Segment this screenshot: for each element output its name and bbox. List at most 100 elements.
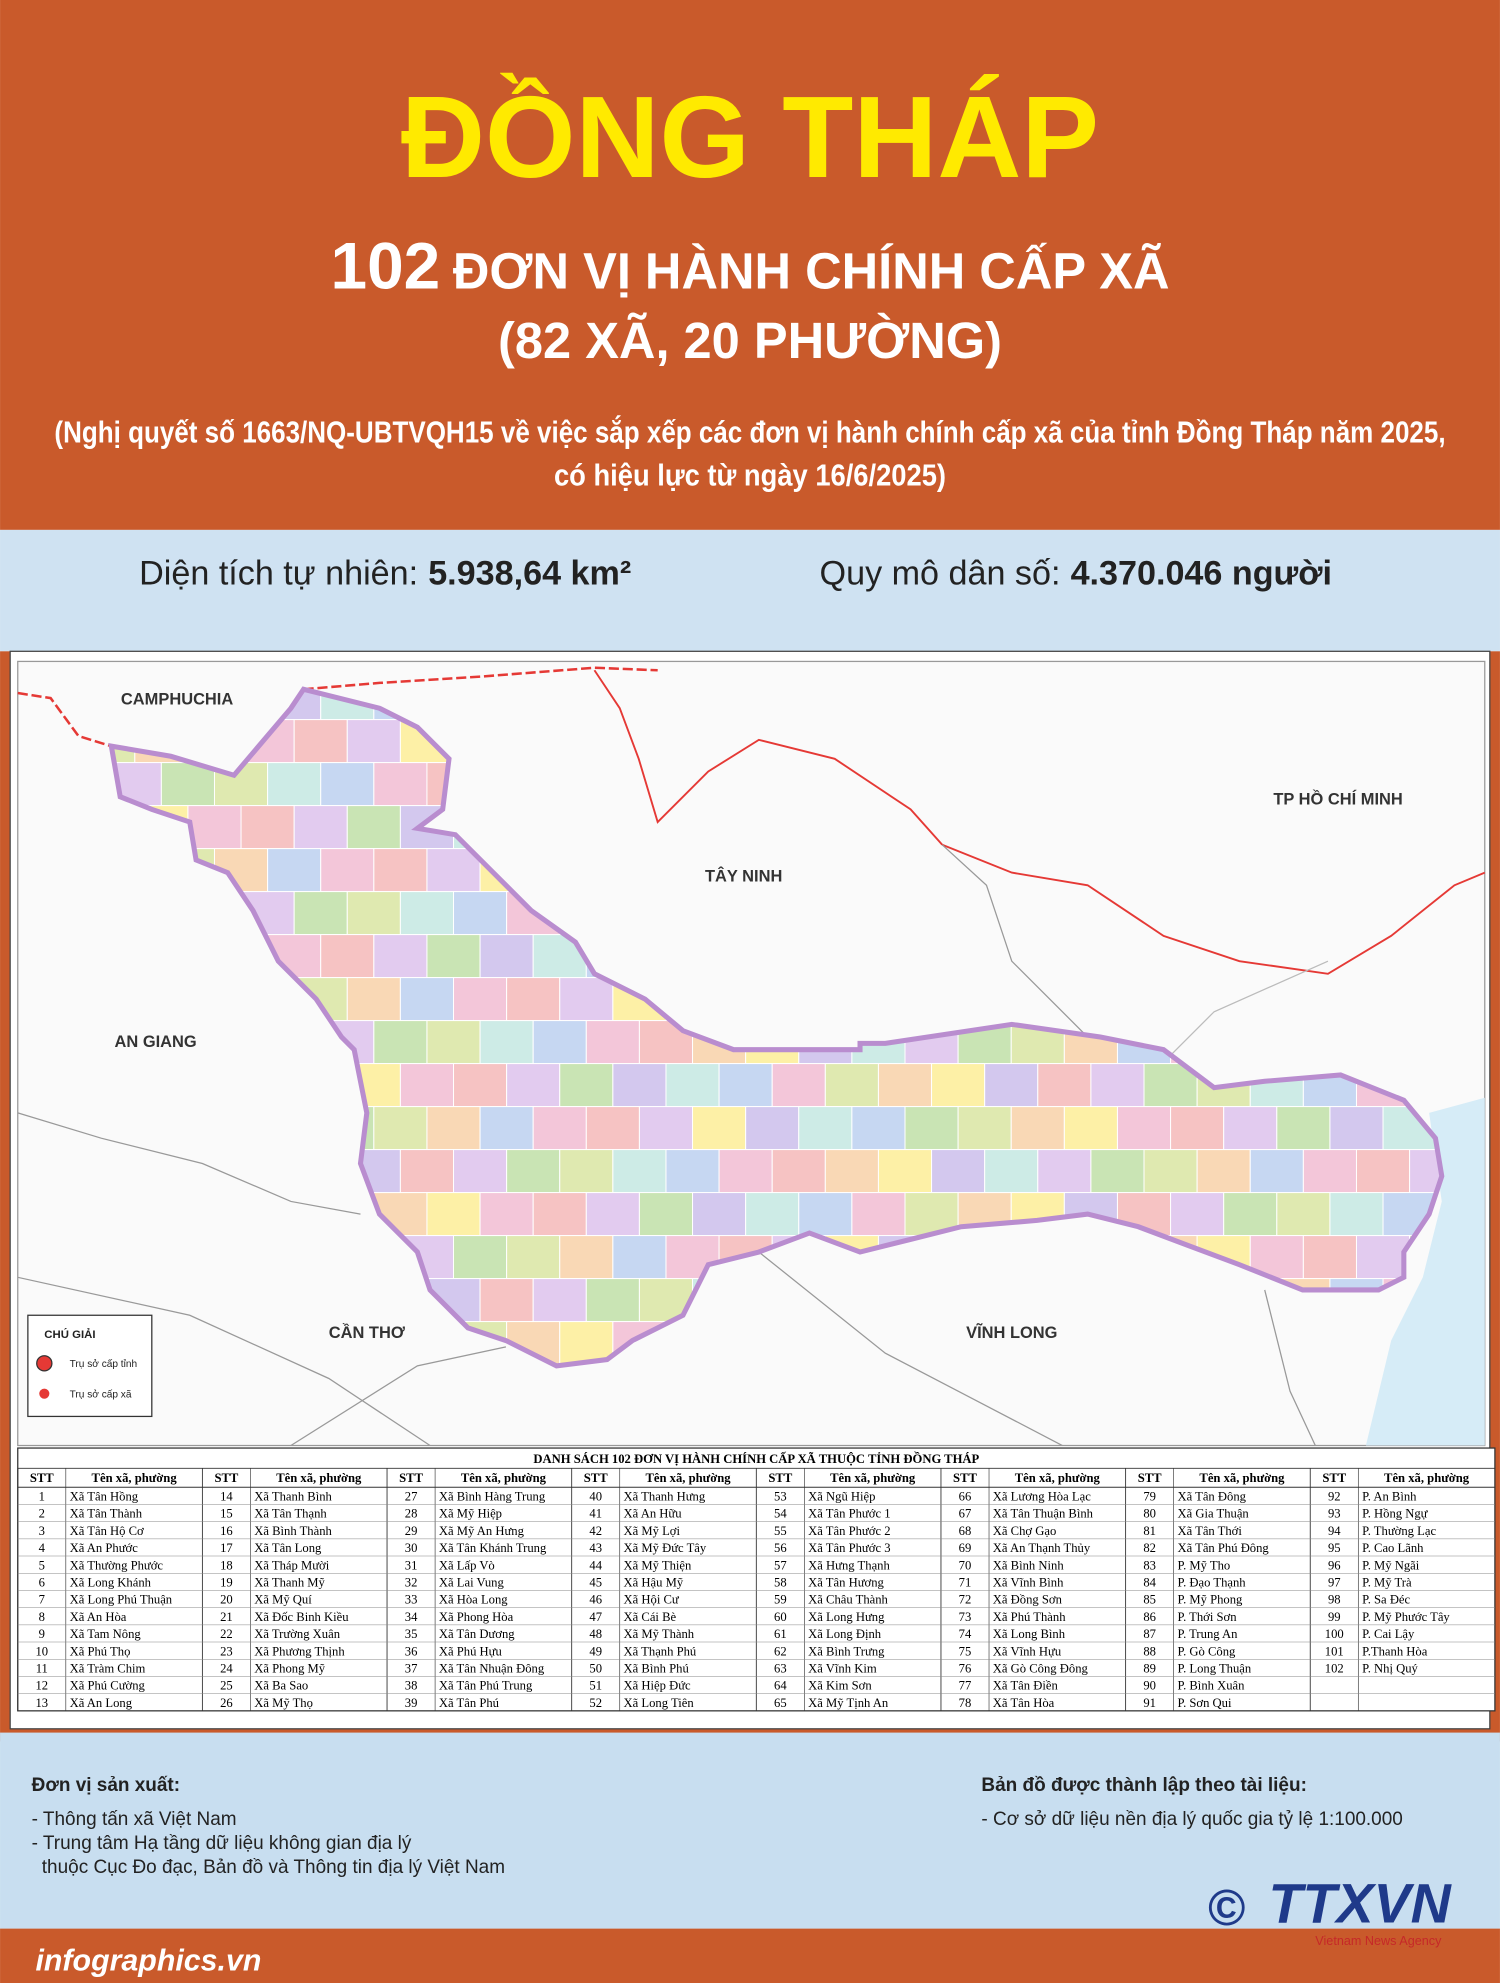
border bbox=[17, 1112, 361, 1215]
table-stt: 11 bbox=[36, 1662, 48, 1676]
commune-area bbox=[638, 1192, 694, 1237]
commune-area bbox=[745, 1192, 800, 1237]
table-stt: 86 bbox=[1143, 1610, 1156, 1624]
area-value: 5.938,64 km² bbox=[428, 554, 631, 592]
table-name: Xã An Thạnh Thủy bbox=[993, 1541, 1091, 1555]
region-label: CẦN THƠ bbox=[329, 1323, 405, 1342]
table-stt: 14 bbox=[220, 1490, 233, 1504]
table-name: Xã Tân Phước 1 bbox=[808, 1507, 890, 1521]
table-name: P. Cai Lậy bbox=[1362, 1627, 1415, 1641]
table-name: Xã Chợ Gạo bbox=[993, 1524, 1056, 1538]
table-name: Xã Thường Phước bbox=[70, 1558, 164, 1572]
table-name: Xã Đốc Binh Kiều bbox=[254, 1610, 349, 1624]
legend-label: Trụ sở cấp xã bbox=[70, 1388, 132, 1400]
commune-area bbox=[1276, 1192, 1331, 1237]
table-stt: 64 bbox=[774, 1679, 787, 1693]
table-stt: 56 bbox=[774, 1541, 787, 1555]
commune-area bbox=[453, 1149, 508, 1194]
table-name: Xã Tràm Chim bbox=[70, 1662, 146, 1676]
table-stt: 13 bbox=[35, 1696, 48, 1710]
table-stt: 8 bbox=[39, 1610, 45, 1624]
source-line: - Cơ sở dữ liệu nền địa lý quốc gia tỷ l… bbox=[981, 1809, 1402, 1830]
table-stt: 89 bbox=[1143, 1662, 1156, 1676]
table-name: Xã Mỹ Thiện bbox=[624, 1558, 692, 1572]
commune-area bbox=[399, 891, 455, 936]
table-stt: 50 bbox=[589, 1662, 602, 1676]
commune-area bbox=[1170, 1106, 1225, 1151]
table-stt: 67 bbox=[959, 1507, 972, 1521]
commune-area bbox=[585, 1020, 640, 1065]
table-name: Xã An Phước bbox=[70, 1541, 139, 1555]
commune-area bbox=[824, 1063, 879, 1108]
table-stt: 55 bbox=[774, 1524, 787, 1538]
commune-area bbox=[559, 1149, 614, 1194]
table-stt: 29 bbox=[405, 1524, 418, 1538]
table-name: Xã An Hữu bbox=[624, 1507, 683, 1521]
table-stt: 69 bbox=[959, 1541, 972, 1555]
map: CAMPHUCHIA TÂY NINH TP HỒ CHÍ MINH AN GIANG… bbox=[17, 660, 1486, 1447]
region-label: TÂY NINH bbox=[705, 866, 782, 885]
commune-area bbox=[346, 719, 401, 764]
commune-area bbox=[532, 1192, 587, 1237]
producer-line: thuộc Cục Đo đạc, Bản đồ và Thông tin đị… bbox=[42, 1857, 505, 1878]
table-name: Xã Hiệp Đức bbox=[624, 1679, 692, 1693]
breakdown: (82 XÃ, 20 PHƯỜNG) bbox=[498, 312, 1002, 369]
table-stt: 4 bbox=[39, 1541, 46, 1555]
table-header: Tên xã, phường bbox=[830, 1471, 916, 1485]
region-label: CAMPHUCHIA bbox=[121, 690, 233, 708]
table-name: Xã Lai Vung bbox=[439, 1576, 505, 1590]
commune-area bbox=[426, 1020, 481, 1065]
site: infographics.vn bbox=[35, 1944, 261, 1977]
table-title: DANH SÁCH 102 ĐƠN VỊ HÀNH CHÍNH CẤP XÃ T… bbox=[533, 1451, 979, 1466]
table-name: Xã Bình Phú bbox=[624, 1662, 690, 1676]
table-stt: 36 bbox=[405, 1644, 418, 1658]
table-stt: 52 bbox=[589, 1696, 602, 1710]
table-stt: 92 bbox=[1328, 1490, 1341, 1504]
table-name: Xã Tân Hòa bbox=[993, 1696, 1055, 1710]
commune-area bbox=[532, 1278, 587, 1323]
commune-area bbox=[665, 1149, 720, 1194]
table-stt: 94 bbox=[1328, 1524, 1341, 1538]
table-name: Xã An Hòa bbox=[70, 1610, 127, 1624]
producer-line: - Thông tấn xã Việt Nam bbox=[32, 1809, 237, 1830]
table-name: Xã Phương Thịnh bbox=[254, 1644, 345, 1658]
table-stt: 3 bbox=[39, 1524, 45, 1538]
commune-area bbox=[373, 1020, 428, 1065]
commune-area bbox=[426, 934, 481, 979]
table-stt: 5 bbox=[39, 1558, 45, 1572]
table-stt: 20 bbox=[220, 1593, 233, 1607]
table-name: Xã Tân Phú bbox=[439, 1696, 500, 1710]
table-name: Xã Tháp Mười bbox=[254, 1558, 329, 1572]
commune-area bbox=[877, 1149, 933, 1194]
table-stt: 71 bbox=[959, 1576, 972, 1590]
table-name: Xã Tân Hộ Cơ bbox=[70, 1524, 144, 1538]
table-name: P. Gò Công bbox=[1177, 1644, 1236, 1658]
border bbox=[758, 1251, 1063, 1447]
sea bbox=[1365, 1097, 1485, 1446]
commune-area bbox=[1223, 1192, 1278, 1237]
commune-area bbox=[267, 848, 322, 893]
table-stt: 19 bbox=[220, 1576, 233, 1590]
border bbox=[593, 669, 943, 846]
legend-symbol bbox=[39, 1388, 50, 1399]
border bbox=[1264, 1289, 1316, 1446]
table-stt: 47 bbox=[589, 1610, 602, 1624]
border bbox=[17, 1276, 431, 1447]
table-name: Xã Mỹ Thọ bbox=[254, 1696, 313, 1710]
table-stt: 90 bbox=[1143, 1679, 1156, 1693]
commune-area bbox=[320, 848, 375, 893]
table-stt: 16 bbox=[220, 1524, 233, 1538]
table-name: Xã Gò Công Đông bbox=[993, 1662, 1089, 1676]
table-stt: 96 bbox=[1328, 1558, 1341, 1572]
table-stt: 32 bbox=[405, 1576, 418, 1590]
table-stt: 35 bbox=[405, 1627, 418, 1641]
commune-area bbox=[585, 1106, 640, 1151]
table-stt: 21 bbox=[220, 1610, 233, 1624]
table-stt: 22 bbox=[220, 1627, 233, 1641]
table-stt: 49 bbox=[589, 1644, 602, 1658]
border bbox=[941, 844, 1089, 1038]
table-stt: 15 bbox=[220, 1507, 233, 1521]
table-header: STT bbox=[1138, 1471, 1162, 1485]
table-name: Xã Hòa Long bbox=[439, 1593, 508, 1607]
table-stt: 39 bbox=[405, 1696, 418, 1710]
